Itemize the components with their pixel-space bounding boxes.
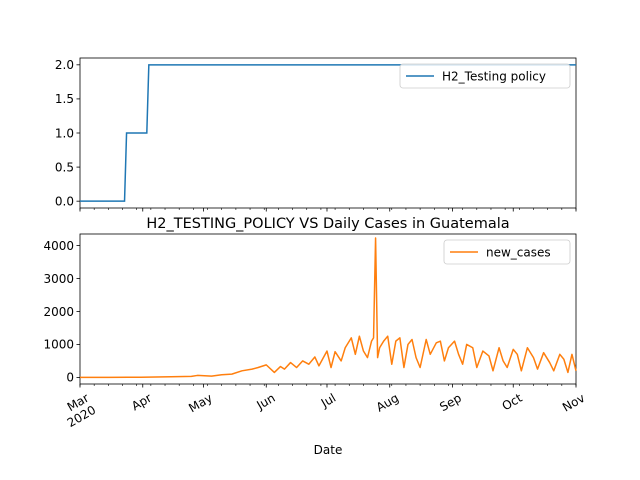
bottom-ytick-label: 4000 xyxy=(43,239,74,253)
bottom-legend-label: new_cases xyxy=(486,245,551,259)
top-legend-label: H2_Testing policy xyxy=(442,69,546,83)
top-series-line xyxy=(80,64,576,202)
bottom-xtick-label: Jul xyxy=(318,391,338,411)
top-ytick-label: 1.0 xyxy=(55,126,74,140)
chart-title: H2_TESTING_POLICY VS Daily Cases in Guat… xyxy=(146,216,509,232)
top-ytick-label: 0.5 xyxy=(55,160,74,174)
bottom-legend-box xyxy=(443,239,571,265)
bottom-axes-frame xyxy=(79,233,577,385)
top-ytick-label: 1.5 xyxy=(55,92,74,106)
top-ytick-label: 0.0 xyxy=(55,194,74,208)
bottom-ytick-label: 2000 xyxy=(43,305,74,319)
bottom-xtick-label-line: Jul xyxy=(318,391,338,411)
top-legend-box xyxy=(399,63,571,89)
bottom-series-line xyxy=(80,237,577,379)
bottom-ytick-label: 0 xyxy=(66,371,74,385)
x-axis-label: Date xyxy=(314,443,343,457)
top-subplot: 0.0 0.5 1.0 1.5 2.0 H2_Testing policy xyxy=(55,57,577,212)
bottom-ytick-label: 1000 xyxy=(43,338,74,352)
top-ytick-label: 2.0 xyxy=(55,58,74,72)
bottom-ytick-label: 3000 xyxy=(43,272,74,286)
